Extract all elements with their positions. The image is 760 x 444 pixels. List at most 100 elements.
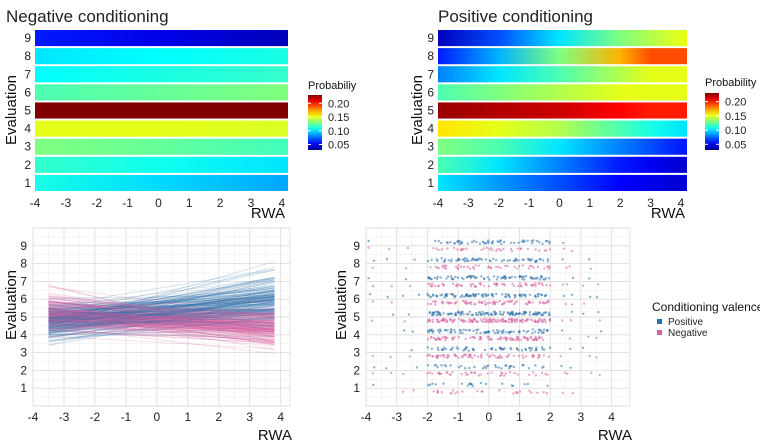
colorbar-legend: Probability 0.20 0.15 0.10 0.05 — [705, 77, 757, 151]
line-negative — [48, 315, 275, 325]
line-positive — [48, 296, 275, 308]
point-negative — [535, 338, 538, 342]
point-negative — [371, 285, 375, 288]
point-positive — [461, 331, 464, 335]
line-positive — [48, 298, 275, 332]
line-negative — [48, 312, 275, 322]
point-positive — [523, 383, 526, 386]
legend-label-negative: Negative — [668, 328, 708, 339]
point-negative — [485, 246, 489, 250]
line-negative — [48, 317, 275, 331]
point-negative — [493, 354, 496, 357]
point-negative — [582, 302, 586, 305]
line-positive — [48, 315, 275, 326]
point-negative — [446, 336, 449, 340]
point-positive — [454, 312, 457, 315]
point-positive — [446, 275, 450, 278]
line-negative — [48, 315, 275, 319]
point-negative — [482, 320, 485, 323]
legend-tick-label: 0.15 — [328, 112, 349, 124]
line-positive — [48, 296, 275, 322]
point-positive — [465, 257, 468, 260]
point-negative — [565, 283, 569, 286]
point-positive — [456, 311, 460, 314]
point-negative — [504, 336, 507, 339]
heatmap-row-3 — [438, 138, 687, 155]
line-positive — [48, 296, 275, 336]
line-positive — [48, 317, 275, 326]
point-negative — [526, 247, 530, 251]
point-negative — [524, 302, 527, 305]
point-positive — [523, 278, 526, 281]
point-positive — [453, 242, 456, 245]
point-positive — [508, 276, 512, 280]
point-negative — [482, 247, 486, 250]
point-negative — [588, 354, 591, 358]
point-negative — [450, 301, 453, 305]
line-positive — [48, 279, 275, 325]
point-negative — [506, 264, 509, 268]
point-positive — [522, 364, 525, 367]
line-positive — [48, 310, 275, 318]
point-negative — [518, 265, 521, 268]
point-negative — [507, 353, 511, 356]
line-positive — [48, 309, 275, 314]
point-positive — [496, 275, 500, 279]
point-positive — [464, 294, 468, 297]
line-negative — [48, 286, 275, 318]
line-negative — [48, 313, 275, 330]
y-tick-label: 5 — [353, 310, 360, 324]
point-positive — [480, 275, 483, 278]
line-positive — [48, 301, 275, 304]
point-negative — [507, 318, 511, 321]
point-positive — [544, 277, 548, 280]
point-negative — [478, 338, 481, 341]
chart-title: Positive conditioning — [438, 7, 593, 26]
point-negative — [534, 282, 537, 285]
point-positive — [464, 260, 467, 263]
point-positive — [588, 258, 591, 261]
line-positive — [48, 303, 275, 323]
x-tick-label: 0 — [155, 196, 162, 210]
line-negative — [48, 311, 275, 330]
line-negative — [48, 317, 275, 330]
line-positive — [48, 295, 275, 332]
point-positive — [450, 258, 453, 261]
point-positive — [426, 294, 430, 297]
point-positive — [534, 294, 537, 297]
point-positive — [544, 294, 547, 297]
line-positive — [48, 279, 275, 318]
point-positive — [561, 258, 564, 261]
point-positive — [442, 346, 446, 349]
point-positive — [465, 259, 469, 262]
x-tick-label: 3 — [578, 410, 585, 424]
point-negative — [460, 284, 463, 287]
point-positive — [518, 312, 521, 315]
point-positive — [481, 310, 484, 314]
line-negative — [48, 302, 275, 330]
line-positive — [48, 266, 275, 326]
point-negative — [501, 283, 504, 286]
point-positive — [500, 367, 503, 370]
heatmap-row-6 — [438, 84, 687, 101]
point-positive — [443, 363, 446, 367]
legend-tick-label: 0.20 — [328, 98, 349, 110]
line-negative — [48, 310, 275, 341]
line-negative — [48, 312, 275, 322]
line-negative — [48, 300, 275, 330]
point-positive — [477, 313, 480, 317]
point-negative — [528, 389, 531, 392]
point-positive — [512, 241, 516, 245]
line-positive — [48, 285, 275, 320]
heatmap-row-5 — [438, 102, 687, 119]
line-positive — [48, 316, 275, 325]
x-tick-label: -2 — [422, 410, 433, 424]
panel-positive-conditioning: Positive conditioning Evaluation RWA 1 2 3… — [409, 7, 757, 222]
y-tick-label: 9 — [353, 239, 360, 253]
point-positive — [484, 292, 487, 296]
legend-title: Probabiliy — [308, 80, 357, 92]
point-positive — [537, 292, 540, 296]
y-tick-label: 4 — [353, 328, 360, 342]
line-negative — [48, 300, 275, 325]
